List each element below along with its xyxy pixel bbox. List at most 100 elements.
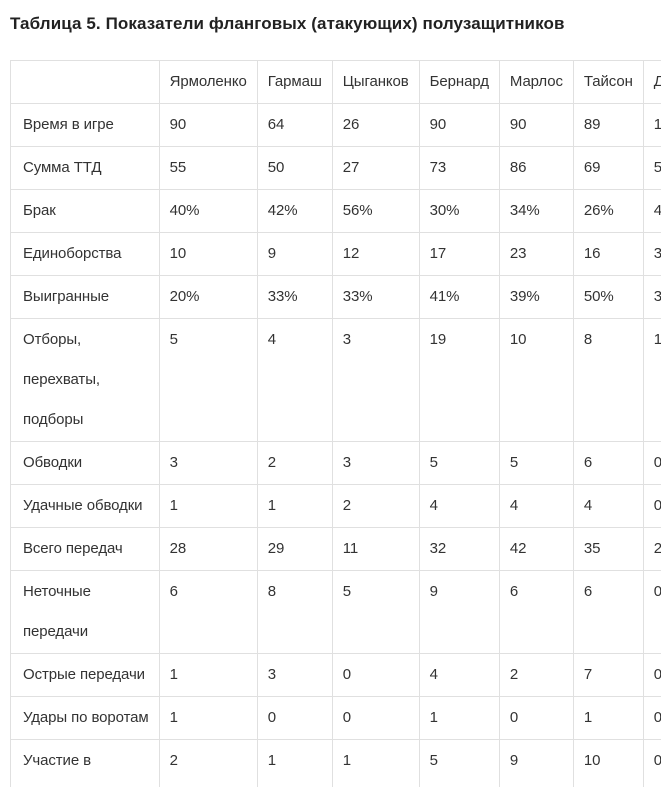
table-row: Удачные обводки 1 1 2 4 4 4 0 bbox=[10, 484, 661, 528]
table-cell: 2 bbox=[642, 527, 661, 571]
column-header: Тайсон bbox=[572, 60, 644, 104]
table-cell: 33% bbox=[331, 275, 420, 319]
table-cell: 0 bbox=[642, 570, 661, 654]
row-label: Участие в быстрых атаках bbox=[10, 739, 160, 787]
table-cell: 55 bbox=[158, 146, 258, 190]
table-title: Таблица 5. Показатели фланговых (атакующ… bbox=[10, 14, 565, 33]
table-cell: 0 bbox=[331, 696, 420, 740]
table-row: Удары по воротам 1 0 0 1 0 1 0 bbox=[10, 696, 661, 740]
table-cell: 32 bbox=[418, 527, 500, 571]
table-cell: 90 bbox=[498, 103, 574, 147]
table-cell: 0 bbox=[642, 484, 661, 528]
table-cell: 1 bbox=[158, 653, 258, 697]
table-cell: 5 bbox=[418, 441, 500, 485]
column-header: Марлос bbox=[498, 60, 574, 104]
stats-table: Ярмоленко Гармаш Цыганков Бернард Марлос Тайс… bbox=[10, 60, 661, 787]
table-cell: 40% bbox=[158, 189, 258, 233]
header-row: Ярмоленко Гармаш Цыганков Бернард Марлос Тайс… bbox=[10, 60, 661, 104]
column-header: Бернард bbox=[418, 60, 500, 104]
table-cell: 0 bbox=[331, 653, 420, 697]
table-cell: 1 bbox=[158, 696, 258, 740]
table-cell: 64 bbox=[256, 103, 333, 147]
table-cell: 56% bbox=[331, 189, 420, 233]
table-cell: 0 bbox=[642, 653, 661, 697]
row-label: Брак bbox=[10, 189, 160, 233]
table-cell: 34% bbox=[498, 189, 574, 233]
table-row: Единоборства 10 9 12 17 23 16 3 bbox=[10, 232, 661, 276]
row-label: Выигранные bbox=[10, 275, 160, 319]
table-cell: 5 bbox=[642, 146, 661, 190]
table-cell: 16 bbox=[572, 232, 644, 276]
table-cell: 2 bbox=[498, 653, 574, 697]
table-cell: 8 bbox=[572, 318, 644, 442]
table-cell: 1 bbox=[331, 739, 420, 787]
table-cell: 6 bbox=[572, 441, 644, 485]
table-cell: 4 bbox=[572, 484, 644, 528]
table-row: Всего передач 28 29 11 32 42 35 2 bbox=[10, 527, 661, 571]
table-cell: 40% bbox=[642, 189, 661, 233]
table-row: Отборы, перехваты, подборы 5 4 3 19 10 8 1 bbox=[10, 318, 661, 442]
corner-header-cell bbox=[10, 60, 160, 104]
table-cell: 0 bbox=[256, 696, 333, 740]
table-cell: 90 bbox=[418, 103, 500, 147]
table-cell: 33% bbox=[256, 275, 333, 319]
row-label: Единоборства bbox=[10, 232, 160, 276]
table-cell: 3 bbox=[331, 318, 420, 442]
table-cell: 5 bbox=[418, 739, 500, 787]
row-label: Сумма ТТД bbox=[10, 146, 160, 190]
table-cell: 4 bbox=[256, 318, 333, 442]
row-label: Удары по воротам bbox=[10, 696, 160, 740]
row-label: Время в игре bbox=[10, 103, 160, 147]
row-label: Обводки bbox=[10, 441, 160, 485]
table-row: Неточные передачи 6 8 5 9 6 6 0 bbox=[10, 570, 661, 654]
table-cell: 89 bbox=[572, 103, 644, 147]
table-cell: 50 bbox=[256, 146, 333, 190]
table-cell: 10 bbox=[572, 739, 644, 787]
table-cell: 4 bbox=[418, 653, 500, 697]
table-cell: 8 bbox=[256, 570, 333, 654]
table-cell: 0 bbox=[642, 441, 661, 485]
table-cell: 3 bbox=[331, 441, 420, 485]
table-cell: 50% bbox=[572, 275, 644, 319]
table-cell: 1 bbox=[642, 318, 661, 442]
table-cell: 20% bbox=[158, 275, 258, 319]
column-header: Гармаш bbox=[256, 60, 333, 104]
table-cell: 2 bbox=[256, 441, 333, 485]
table-cell: 26 bbox=[331, 103, 420, 147]
table-cell: 2 bbox=[331, 484, 420, 528]
table-cell: 2 bbox=[158, 739, 258, 787]
table-cell: 10 bbox=[498, 318, 574, 442]
table-cell: 1 bbox=[158, 484, 258, 528]
table-cell: 73 bbox=[418, 146, 500, 190]
column-header: Дентиньо bbox=[642, 60, 661, 104]
row-label: Всего передач bbox=[10, 527, 160, 571]
table-cell: 0 bbox=[642, 696, 661, 740]
table-cell: 6 bbox=[572, 570, 644, 654]
row-label: Неточные передачи bbox=[10, 570, 160, 654]
table-cell: 6 bbox=[498, 570, 574, 654]
table-cell: 5 bbox=[158, 318, 258, 442]
table-cell: 1 bbox=[642, 103, 661, 147]
table-cell: 3 bbox=[158, 441, 258, 485]
table-cell: 9 bbox=[498, 739, 574, 787]
table-cell: 9 bbox=[256, 232, 333, 276]
table-cell: 10 bbox=[158, 232, 258, 276]
row-label: Острые передачи bbox=[10, 653, 160, 697]
table-cell: 5 bbox=[498, 441, 574, 485]
table-cell: 23 bbox=[498, 232, 574, 276]
table-cell: 0 bbox=[498, 696, 574, 740]
table-cell: 1 bbox=[256, 739, 333, 787]
table-cell: 28 bbox=[158, 527, 258, 571]
table-cell: 0 bbox=[642, 739, 661, 787]
column-header: Ярмоленко bbox=[158, 60, 258, 104]
table-cell: 27 bbox=[331, 146, 420, 190]
table-cell: 7 bbox=[572, 653, 644, 697]
table-cell: 3 bbox=[256, 653, 333, 697]
table-cell: 90 bbox=[158, 103, 258, 147]
table-cell: 4 bbox=[418, 484, 500, 528]
table-cell: 4 bbox=[498, 484, 574, 528]
table-row: Участие в быстрых атаках21159100 bbox=[10, 739, 661, 787]
table-row: Обводки 3 2 3 5 5 6 0 bbox=[10, 441, 661, 485]
